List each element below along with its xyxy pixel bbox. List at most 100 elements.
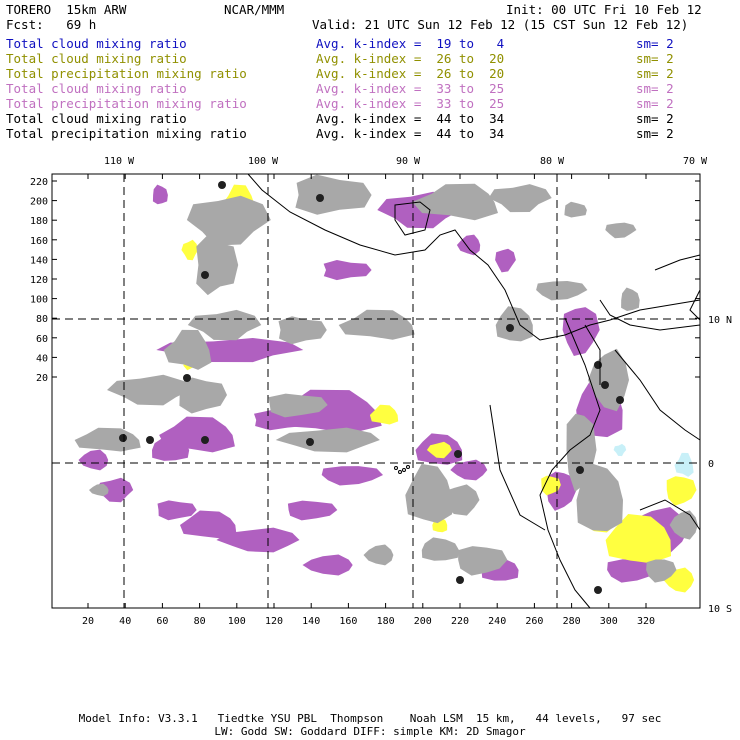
y-tick-label: 140	[30, 255, 48, 266]
field-row: Total precipitation mixing ratio Avg. k-i…	[6, 66, 736, 81]
field-smoothing: sm= 2	[636, 51, 674, 66]
latitude-label: 10 S	[708, 604, 732, 615]
x-tick-label: 20	[82, 616, 94, 627]
high-cloud-patch	[412, 183, 498, 221]
x-tick-label: 160	[339, 616, 357, 627]
x-tick-label: 280	[563, 616, 581, 627]
field-index: Avg. k-index = 19 to 4	[316, 36, 505, 51]
x-tick-label: 140	[302, 616, 320, 627]
model-title: TORERO 15km ARW	[6, 2, 127, 17]
forecast-map: 220 200 180 160 140 120 100 80 60 40 20 20 40 60 80 100…	[30, 156, 732, 627]
field-name: Total cloud mixing ratio	[6, 111, 187, 126]
field-index: Avg. k-index = 26 to 20	[316, 66, 505, 81]
field-row: Total precipitation mixing ratio Avg. k-i…	[6, 126, 736, 141]
coastline	[654, 254, 701, 271]
field-smoothing: sm= 2	[636, 36, 674, 51]
upper-cloud-patch	[495, 248, 516, 273]
model-info: Model Info: V3.3.1 Tiedtke YSU PBL Thomp…	[78, 712, 662, 725]
field-name: Total precipitation mixing ratio	[6, 126, 247, 141]
convective-core	[201, 436, 209, 444]
upper-cloud-patch	[321, 466, 383, 486]
coastline	[247, 173, 701, 341]
x-tick-label: 300	[600, 616, 618, 627]
high-cloud-patch	[488, 184, 552, 213]
field-index: Avg. k-index = 26 to 20	[316, 51, 505, 66]
x-tick-label: 180	[377, 616, 395, 627]
coastline	[394, 201, 431, 236]
upper-cloud-patch	[180, 510, 237, 539]
convective-core	[594, 586, 602, 594]
convective-core	[506, 324, 514, 332]
map-frame	[51, 173, 701, 609]
island	[406, 465, 410, 469]
upper-cloud-patch	[287, 500, 338, 521]
coastline	[584, 324, 601, 385]
mid-cloud-patch	[605, 514, 671, 564]
convective-core	[218, 181, 226, 189]
y-tick-label: 200	[30, 197, 48, 208]
high-cloud-patch	[107, 374, 191, 406]
upper-cloud-patch	[323, 260, 372, 281]
x-tick-label: 60	[156, 616, 168, 627]
field-index: Avg. k-index = 44 to 34	[316, 111, 505, 126]
upper-cloud-patch	[302, 554, 353, 576]
high-cloud-patch	[196, 234, 239, 296]
x-tick-label: 320	[637, 616, 655, 627]
x-tick-label: 100	[228, 616, 246, 627]
high-cloud-patch	[89, 483, 109, 497]
field-smoothing: sm= 2	[636, 66, 674, 81]
upper-cloud-patch	[152, 184, 168, 205]
mid-cloud-patch	[666, 476, 697, 506]
high-cloud-patch	[605, 222, 637, 239]
x-tick-label: 80	[194, 616, 206, 627]
high-cloud-patch	[178, 377, 227, 414]
field-name: Total precipitation mixing ratio	[6, 96, 247, 111]
longitude-label: 90 W	[396, 156, 421, 167]
high-cloud-patch	[295, 174, 372, 215]
latitude-label: 0	[708, 459, 714, 470]
upper-cloud-patch	[95, 477, 134, 503]
field-name: Total precipitation mixing ratio	[6, 66, 247, 81]
field-index: Avg. k-index = 33 to 25	[316, 81, 505, 96]
axis-ticks	[52, 174, 700, 608]
forecast-hour: Fcst: 69 h	[6, 17, 97, 32]
field-smoothing: sm= 2	[636, 126, 674, 141]
convective-core	[601, 381, 609, 389]
high-cloud-patch	[576, 463, 623, 532]
field-row: Total cloud mixing ratio Avg. k-index = 1…	[6, 36, 736, 51]
island	[394, 466, 398, 470]
island	[398, 470, 402, 474]
y-tick-label: 40	[36, 353, 48, 364]
axis-labels: 220 200 180 160 140 120 100 80 60 40 20 20 40 60 80 100…	[30, 156, 732, 627]
convective-core	[306, 438, 314, 446]
field-smoothing: sm= 2	[636, 96, 674, 111]
upper-cloud-patch	[216, 527, 300, 553]
mid-cloud-patch	[426, 441, 452, 459]
high-cloud-patch	[457, 546, 508, 576]
coastline	[539, 317, 601, 609]
mid-cloud-patch	[369, 404, 399, 425]
convective-core	[316, 194, 324, 202]
convective-core	[456, 576, 464, 584]
high-cloud-patch	[564, 201, 587, 218]
latitude-label: 10 N	[708, 315, 732, 326]
lat-lon-grid	[52, 174, 700, 608]
x-tick-label: 240	[488, 616, 506, 627]
upper-cloud-patch	[152, 437, 190, 461]
y-tick-label: 160	[30, 236, 48, 247]
high-cloud-patch	[275, 427, 380, 453]
high-cloud-patch	[536, 281, 588, 301]
y-tick-label: 220	[30, 177, 48, 188]
y-tick-label: 60	[36, 334, 48, 345]
coastline	[639, 499, 701, 531]
valid-time: Valid: 21 UTC Sun 12 Feb 12 (15 CST Sun …	[312, 17, 689, 32]
high-cloud-patch	[268, 393, 328, 418]
longitude-label: 70 W	[683, 156, 708, 167]
convective-core	[576, 466, 584, 474]
y-tick-label: 120	[30, 275, 48, 286]
low-cloud-patch	[674, 452, 694, 477]
upper-cloud-patch	[157, 500, 197, 521]
high-cloud-patch	[186, 195, 271, 246]
longitude-label: 110 W	[104, 156, 135, 167]
high-cloud-patch	[495, 306, 533, 342]
